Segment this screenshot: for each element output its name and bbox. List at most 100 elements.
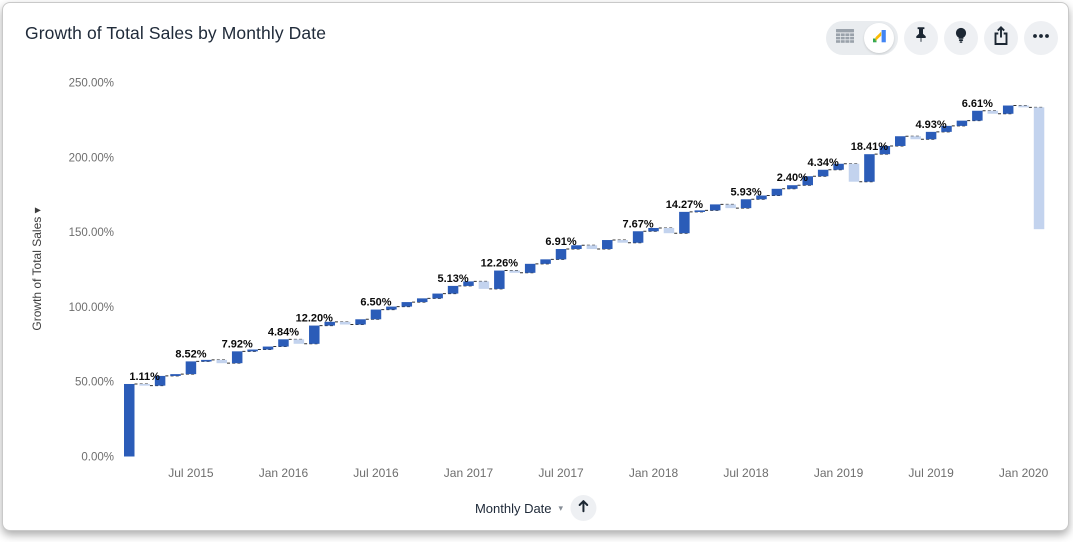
pin-icon: [909, 24, 933, 53]
waterfall-bar[interactable]: [324, 321, 335, 326]
waterfall-bar[interactable]: [848, 163, 860, 182]
export-button[interactable]: [984, 21, 1018, 55]
table-view-toggle[interactable]: [826, 21, 864, 55]
waterfall-bar[interactable]: [709, 204, 721, 211]
waterfall-bar[interactable]: [401, 302, 413, 307]
waterfall-bar[interactable]: [555, 249, 567, 260]
waterfall-bar[interactable]: [416, 298, 428, 303]
chevron-down-icon[interactable]: ▾: [558, 502, 564, 513]
x-tick-label: Jul 2018: [723, 466, 769, 480]
bar-data-label: 4.34%: [808, 157, 839, 169]
x-tick-label: Jul 2015: [168, 466, 214, 480]
waterfall-bar[interactable]: [124, 383, 135, 457]
bar-data-label: 14.27%: [666, 199, 704, 211]
lightbulb-icon: [949, 24, 973, 53]
waterfall-bar[interactable]: [648, 227, 659, 232]
sort-ascending-button[interactable]: [570, 495, 597, 521]
y-tick-label: 50.00%: [75, 377, 114, 389]
y-axis-title[interactable]: Growth of Total Sales ▾: [30, 207, 44, 330]
waterfall-bar[interactable]: [571, 245, 582, 250]
waterfall-bar[interactable]: [370, 309, 382, 320]
waterfall-bar[interactable]: [293, 339, 305, 344]
bar-data-label: 18.41%: [851, 141, 889, 153]
waterfall-bar[interactable]: [602, 240, 613, 250]
waterfall-bar[interactable]: [185, 361, 197, 375]
waterfall-bar[interactable]: [386, 306, 397, 310]
bar-data-label: 7.67%: [623, 218, 654, 230]
waterfall-chart[interactable]: 0.00% 50.00% 100.00% 150.00% 200.00% 250.00% J…: [3, 3, 1068, 530]
view-toggle: [826, 21, 898, 55]
waterfall-bar[interactable]: [247, 349, 258, 352]
waterfall-bar[interactable]: [663, 227, 675, 234]
bar-data-label: 6.50%: [360, 297, 391, 309]
page-title: Growth of Total Sales by Monthly Date: [25, 23, 327, 43]
x-tick-label: Jan 2018: [629, 466, 679, 480]
more-menu-button[interactable]: [1024, 21, 1058, 55]
waterfall-bar[interactable]: [1018, 105, 1029, 108]
waterfall-bar[interactable]: [586, 245, 598, 250]
waterfall-bar[interactable]: [309, 325, 320, 344]
waterfall-bar[interactable]: [524, 263, 536, 273]
waterfall-bar[interactable]: [956, 120, 968, 126]
waterfall-bar[interactable]: [632, 231, 644, 243]
waterfall-bar[interactable]: [478, 281, 490, 289]
bar-data-label: 12.20%: [296, 313, 334, 325]
waterfall-bar[interactable]: [278, 339, 289, 347]
toolbar: [826, 21, 1058, 55]
waterfall-bar[interactable]: [1033, 107, 1045, 230]
chart-view-toggle[interactable]: [864, 23, 894, 53]
waterfall-bar[interactable]: [787, 185, 798, 189]
waterfall-bar[interactable]: [679, 211, 690, 234]
waterfall-bar[interactable]: [941, 125, 952, 132]
waterfall-bar[interactable]: [355, 319, 366, 325]
pin-button[interactable]: [904, 21, 938, 55]
waterfall-bar[interactable]: [494, 270, 505, 289]
y-tick-label: 200.00%: [69, 152, 114, 164]
waterfall-bar[interactable]: [740, 199, 752, 209]
waterfall-bar[interactable]: [540, 259, 551, 264]
bar-data-label: 8.52%: [175, 348, 206, 360]
waterfall-bar[interactable]: [154, 375, 166, 386]
visualization-card: Growth of Total Sales by Monthly Date: [2, 2, 1069, 531]
bar-data-label: 1.11%: [129, 371, 160, 383]
waterfall-bar[interactable]: [864, 154, 875, 182]
waterfall-bar[interactable]: [339, 321, 351, 325]
explore-button[interactable]: [944, 21, 978, 55]
waterfall-bar[interactable]: [725, 204, 736, 209]
bar-data-label: 4.84%: [268, 326, 299, 338]
waterfall-bar[interactable]: [972, 110, 983, 121]
waterfall-bar[interactable]: [879, 145, 891, 155]
waterfall-bar[interactable]: [170, 374, 181, 376]
bar-data-label: 6.91%: [545, 236, 576, 248]
waterfall-bar[interactable]: [432, 293, 443, 299]
waterfall-bar[interactable]: [910, 136, 921, 140]
waterfall-bar[interactable]: [925, 131, 937, 140]
bar-data-label: 5.93%: [730, 186, 761, 198]
waterfall-bar[interactable]: [139, 383, 150, 386]
bar-data-label: 2.40%: [777, 172, 808, 184]
waterfall-bar[interactable]: [262, 346, 274, 350]
waterfall-bar[interactable]: [509, 270, 521, 273]
waterfall-bar[interactable]: [216, 359, 228, 364]
waterfall-bar[interactable]: [201, 359, 212, 362]
x-axis-control: Monthly Date ▾: [474, 495, 597, 521]
x-tick-label: Jan 2020: [999, 466, 1049, 480]
waterfall-bar[interactable]: [447, 285, 459, 294]
waterfall-bar[interactable]: [231, 351, 243, 364]
x-tick-label: Jul 2016: [353, 466, 399, 480]
y-tick-label: 0.00%: [81, 452, 114, 464]
waterfall-bar[interactable]: [1002, 105, 1014, 114]
waterfall-bar[interactable]: [463, 281, 474, 286]
bar-data-label: 12.26%: [481, 258, 519, 270]
waterfall-bar[interactable]: [756, 195, 767, 200]
waterfall-bar[interactable]: [694, 210, 706, 212]
x-axis-field-label[interactable]: Monthly Date: [474, 500, 552, 516]
waterfall-bar[interactable]: [987, 110, 999, 114]
waterfall-bar[interactable]: [833, 163, 844, 170]
waterfall-bar[interactable]: [617, 240, 628, 243]
waterfall-bar[interactable]: [895, 136, 906, 146]
waterfall-bar[interactable]: [771, 188, 783, 196]
x-tick-label: Jul 2019: [908, 466, 954, 480]
waterfall-bar[interactable]: [817, 169, 829, 177]
waterfall-bar[interactable]: [802, 176, 813, 186]
